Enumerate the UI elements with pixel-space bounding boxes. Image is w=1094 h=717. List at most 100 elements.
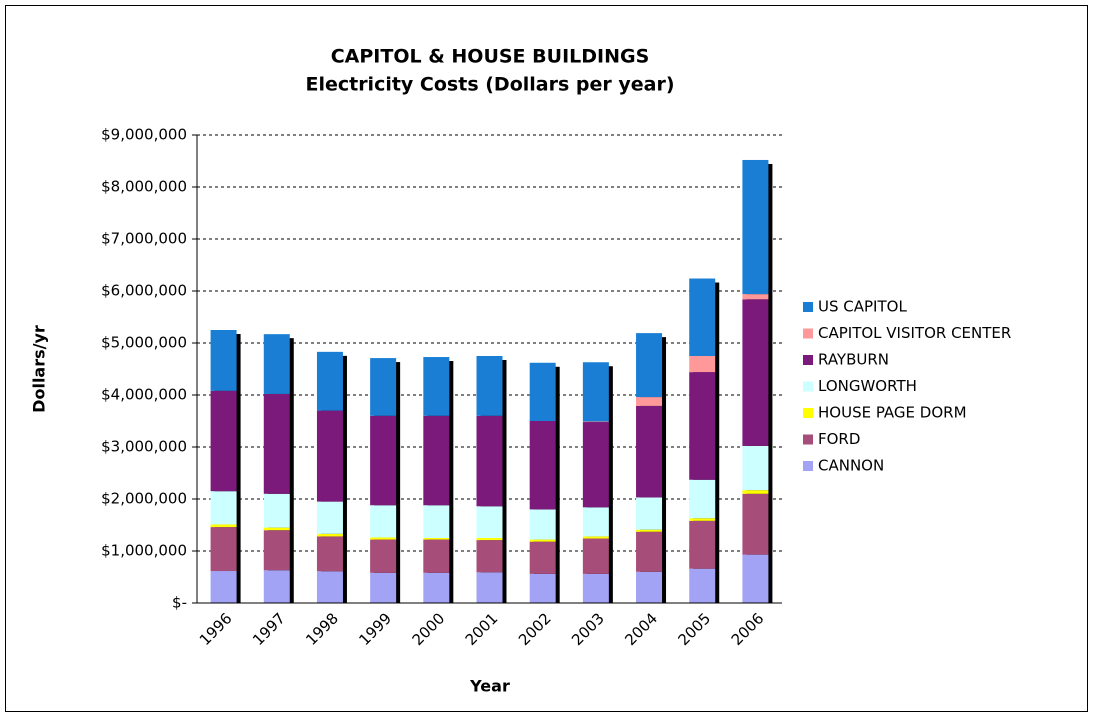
bar-segment — [423, 539, 450, 573]
bar-segment — [263, 570, 290, 603]
bar-segment — [742, 294, 769, 300]
bar-segment — [370, 358, 397, 416]
chart-title: CAPITOL & HOUSE BUILDINGS — [331, 46, 650, 68]
y-tick-label: $7,000,000 — [101, 230, 187, 248]
bar-segment — [263, 493, 290, 528]
bar-segment — [689, 278, 716, 356]
legend-label: CANNON — [818, 457, 884, 475]
bar-segment — [689, 479, 716, 519]
bar-segment — [423, 415, 450, 506]
y-tick-label: $3,000,000 — [101, 438, 187, 456]
bar-segment — [636, 405, 663, 498]
bar-segment — [742, 554, 769, 603]
bar-segment — [582, 573, 609, 603]
bar-segment — [476, 540, 503, 573]
bar-segment — [370, 415, 397, 506]
bar-segment — [423, 572, 450, 603]
bar-segment — [210, 390, 237, 492]
bar-segment — [689, 372, 716, 480]
bar-segment — [636, 531, 663, 572]
bar-segment — [476, 538, 503, 541]
y-tick-label: $5,000,000 — [101, 334, 187, 352]
y-tick-label: $1,000,000 — [101, 542, 187, 560]
bar-segment — [742, 445, 769, 491]
bar-segment — [370, 505, 397, 538]
bar-segment — [263, 334, 290, 394]
legend-label: FORD — [818, 430, 860, 448]
bar-segment — [316, 351, 343, 411]
bar-segment — [370, 537, 397, 540]
bar-segment — [210, 571, 237, 603]
legend-swatch — [803, 302, 813, 312]
y-tick-label: $6,000,000 — [101, 282, 187, 300]
bar-segment — [689, 520, 716, 569]
bar-segment — [210, 491, 237, 525]
bar-segment — [529, 539, 556, 542]
bar-segment — [582, 538, 609, 574]
legend-swatch — [803, 434, 813, 445]
bar-segment — [636, 497, 663, 530]
y-axis-title: Dollars/yr — [30, 325, 49, 413]
x-axis-title: Year — [469, 677, 510, 696]
legend-swatch — [803, 328, 813, 339]
bar-segment — [529, 541, 556, 574]
legend-label: LONGWORTH — [818, 377, 917, 395]
bar-segment — [742, 493, 769, 555]
bar-segment — [316, 571, 343, 603]
bar-segment — [689, 518, 716, 521]
bar-segment — [210, 524, 237, 528]
bar-segment — [582, 507, 609, 537]
bar-segment — [316, 533, 343, 537]
y-tick-label: $- — [172, 594, 187, 612]
bar-segment — [742, 299, 769, 446]
y-tick-label: $2,000,000 — [101, 490, 187, 508]
bar-segment — [476, 415, 503, 507]
legend-label: HOUSE PAGE DORM — [818, 404, 967, 422]
legend-swatch — [803, 381, 813, 392]
bar-segment — [263, 393, 290, 494]
bar-segment — [423, 505, 450, 538]
bar-segment — [582, 362, 609, 422]
bar-segment — [210, 527, 237, 572]
bar-segment — [316, 410, 343, 502]
legend-label: RAYBURN — [818, 351, 889, 369]
legend-swatch — [803, 408, 813, 418]
bar-segment — [370, 539, 397, 573]
bar-segment — [742, 159, 769, 295]
y-tick-label: $8,000,000 — [101, 178, 187, 196]
bar-segment — [636, 529, 663, 532]
bar-segment — [582, 536, 609, 539]
legend-label: CAPITOL VISITOR CENTER — [818, 324, 1011, 342]
bar-segment — [263, 530, 290, 571]
bar-segment — [689, 568, 716, 603]
bar-segment — [636, 571, 663, 603]
bar-segment — [582, 421, 609, 423]
bar-segment — [582, 422, 609, 508]
bar-segment — [370, 572, 397, 603]
bar-segment — [476, 506, 503, 538]
legend-label: US CAPITOL — [818, 298, 907, 316]
bar-segment — [636, 333, 663, 398]
bar-segment — [423, 538, 450, 540]
legend-swatch — [803, 461, 813, 471]
bar-segment — [636, 397, 663, 406]
bar-segment — [742, 490, 769, 494]
bar-segment — [529, 421, 556, 510]
bar-segment — [476, 356, 503, 416]
y-tick-label: $9,000,000 — [101, 126, 187, 144]
chart-border — [5, 5, 1088, 712]
bar-segment — [423, 357, 450, 416]
y-tick-label: $4,000,000 — [101, 386, 187, 404]
bar-segment — [529, 362, 556, 421]
bar-segment — [689, 356, 716, 373]
bar-segment — [210, 330, 237, 391]
bar-segment — [316, 501, 343, 534]
chart-subtitle: Electricity Costs (Dollars per year) — [305, 74, 674, 96]
bar-segment — [263, 527, 290, 531]
bar-segment — [476, 572, 503, 603]
legend-swatch — [803, 355, 813, 365]
bar-segment — [529, 509, 556, 540]
bar-segment — [529, 573, 556, 603]
bar-segment — [316, 536, 343, 572]
